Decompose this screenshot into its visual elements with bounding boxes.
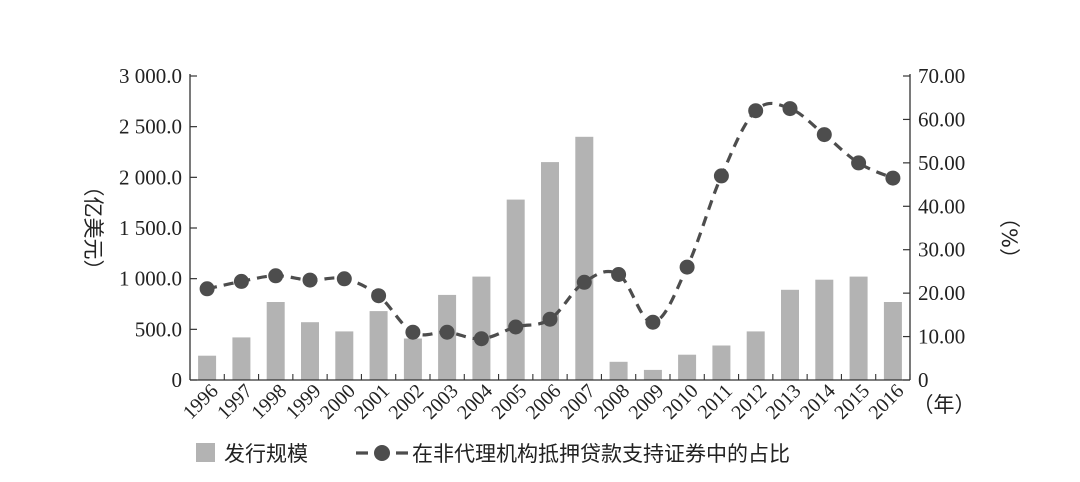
bar-2009	[643, 369, 662, 380]
x-tick-label: 2010	[659, 380, 703, 424]
x-tick-label: 2001	[350, 380, 394, 424]
share-point-2012	[748, 103, 764, 119]
share-point-2003	[439, 324, 455, 340]
bar-2005	[506, 199, 525, 380]
bar-2014	[815, 279, 834, 380]
right-tick-label: 30.00	[918, 238, 965, 262]
share-point-2007	[576, 274, 592, 290]
right-tick-label: 60.00	[918, 107, 965, 131]
share-point-1998	[268, 268, 284, 284]
share-point-2013	[782, 101, 798, 117]
bar-2007	[575, 136, 594, 380]
left-tick-label: 0	[172, 368, 183, 392]
bar-1998	[266, 302, 285, 380]
left-tick-label: 2 000.0	[119, 165, 182, 189]
x-tick-label: 2015	[830, 380, 874, 424]
x-tick-label: 2014	[796, 380, 840, 424]
left-tick-label: 3 000.0	[119, 64, 182, 88]
x-axis-unit: （年）	[913, 393, 976, 417]
bar-2015	[849, 276, 868, 380]
share-point-2015	[851, 155, 867, 171]
x-tick-label: 1999	[282, 380, 326, 424]
bar-2011	[712, 345, 731, 380]
bar-2013	[781, 289, 799, 380]
legend-bar-swatch	[196, 443, 215, 462]
legend-line-label: 在非代理机构抵押贷款支持证券中的占比	[412, 442, 790, 466]
y-left-title: （亿美元）	[81, 176, 105, 281]
bar-2016	[883, 302, 902, 380]
legend-bar-label: 发行规模	[224, 442, 308, 466]
share-point-2016	[885, 170, 901, 186]
right-tick-label: 10.00	[918, 325, 965, 349]
x-tick-label: 2012	[727, 380, 771, 424]
x-tick-label: 2000	[316, 380, 360, 424]
share-point-2004	[473, 331, 489, 347]
share-point-2010	[679, 259, 695, 275]
left-tick-label: 1 500.0	[119, 216, 182, 240]
x-tick-label: 2003	[419, 380, 463, 424]
x-tick-label: 2007	[556, 380, 600, 424]
left-tick-label: 2 500.0	[119, 115, 182, 139]
bar-2000	[335, 331, 354, 380]
share-point-2002	[405, 324, 421, 340]
right-tick-label: 50.00	[918, 151, 965, 175]
bar-2001	[369, 311, 388, 380]
x-tick-label: 2004	[453, 380, 497, 424]
x-tick-label: 2002	[385, 380, 429, 424]
left-tick-label: 500.0	[135, 317, 182, 341]
x-tick-label: 2008	[590, 380, 634, 424]
bar-2002	[403, 338, 422, 380]
share-point-1999	[302, 272, 318, 288]
right-tick-label: 70.00	[918, 64, 965, 88]
bar-2008	[609, 361, 628, 380]
share-point-2001	[371, 288, 387, 304]
y-right-title: （%）	[997, 207, 1021, 269]
share-line	[206, 101, 894, 341]
left-tick-label: 1 000.0	[119, 267, 182, 291]
share-point-2006	[542, 311, 558, 327]
bar-2012	[746, 331, 765, 380]
x-tick-label: 2013	[762, 380, 806, 424]
x-tick-label: 2009	[625, 380, 669, 424]
bar-1996	[198, 355, 217, 380]
share-point-2009	[645, 314, 661, 330]
bar-1999	[301, 322, 319, 380]
right-tick-label: 20.00	[918, 281, 965, 305]
right-tick-label: 0	[918, 368, 929, 392]
share-point-1996	[199, 281, 215, 297]
x-tick-label: 1997	[213, 380, 257, 424]
bar-2006	[541, 162, 559, 380]
share-point-2000	[336, 271, 352, 287]
x-tick-label: 2011	[694, 380, 737, 423]
x-tick-label: 2005	[487, 380, 531, 424]
share-point-2008	[611, 267, 627, 282]
bar-1997	[232, 337, 251, 380]
share-point-2005	[508, 319, 524, 335]
share-point-1997	[233, 273, 249, 289]
bar-2004	[472, 276, 491, 380]
right-tick-label: 40.00	[918, 194, 965, 218]
share-point-2014	[816, 127, 832, 143]
x-tick-label: 2016	[865, 380, 909, 424]
bar-2010	[678, 354, 697, 380]
x-tick-label: 1998	[247, 380, 291, 424]
legend-line-marker	[374, 445, 390, 461]
share-point-2011	[713, 168, 729, 184]
x-tick-label: 2006	[522, 380, 566, 424]
x-tick-label: 1996	[179, 380, 223, 424]
